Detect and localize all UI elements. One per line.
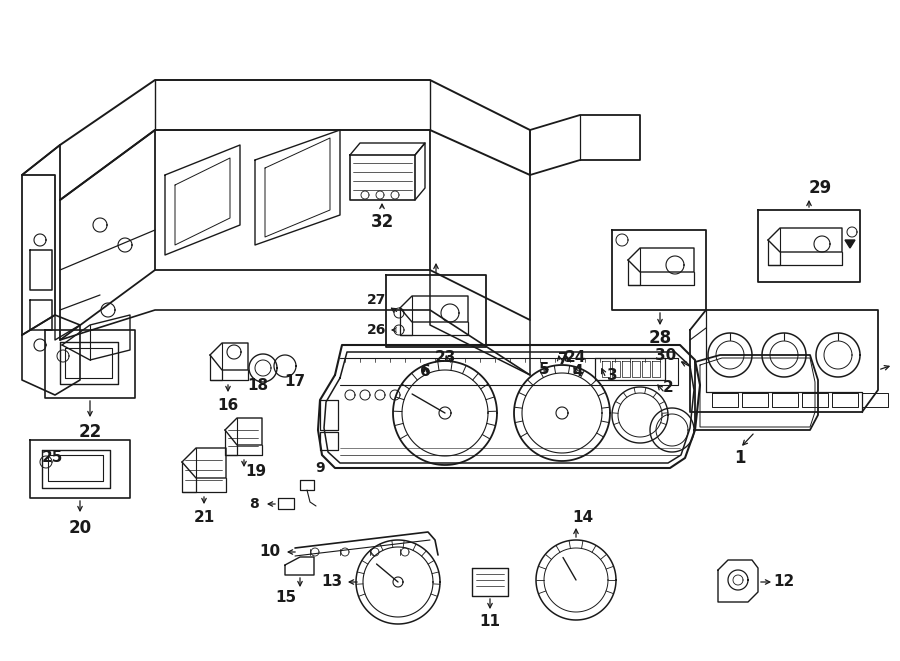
Text: 19: 19 <box>246 465 266 479</box>
Polygon shape <box>845 240 855 248</box>
Text: 15: 15 <box>275 590 297 605</box>
Text: 29: 29 <box>808 179 832 197</box>
Text: 25: 25 <box>42 449 63 465</box>
Text: 2: 2 <box>662 381 673 395</box>
Text: 22: 22 <box>78 423 102 441</box>
Text: 12: 12 <box>773 574 795 590</box>
Text: 11: 11 <box>480 615 500 629</box>
Text: 28: 28 <box>648 329 671 347</box>
Text: 17: 17 <box>284 375 306 389</box>
Text: 10: 10 <box>259 545 281 559</box>
Text: 7: 7 <box>558 352 568 366</box>
Text: 26: 26 <box>367 323 387 337</box>
Text: 23: 23 <box>435 350 455 366</box>
Text: 13: 13 <box>321 574 343 590</box>
Text: 8: 8 <box>249 497 259 511</box>
Text: 27: 27 <box>367 293 387 307</box>
Text: 5: 5 <box>539 362 549 377</box>
Text: 24: 24 <box>564 350 586 366</box>
Text: 3: 3 <box>607 368 617 383</box>
Text: 30: 30 <box>655 348 677 364</box>
Text: 21: 21 <box>194 510 214 525</box>
Text: 4: 4 <box>572 364 583 379</box>
Text: 1: 1 <box>734 449 746 467</box>
Text: 16: 16 <box>218 399 238 414</box>
Text: 32: 32 <box>371 213 393 231</box>
Text: 20: 20 <box>68 519 92 537</box>
Text: 18: 18 <box>248 377 268 393</box>
Text: 9: 9 <box>315 461 325 475</box>
Text: 14: 14 <box>572 510 594 525</box>
Text: 6: 6 <box>419 364 430 379</box>
